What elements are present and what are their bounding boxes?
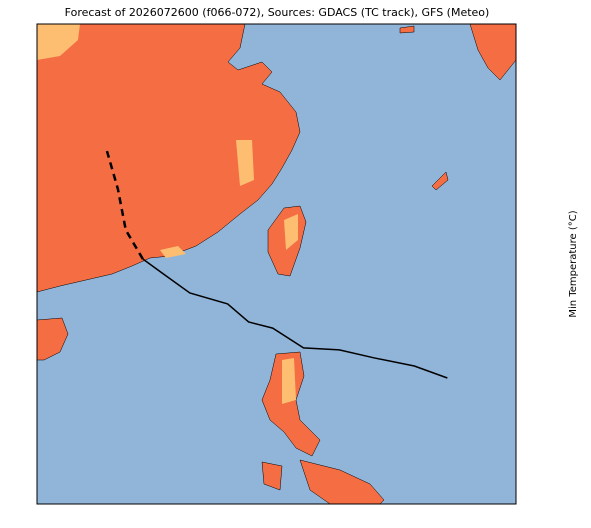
visayas — [299, 459, 385, 504]
luzon — [261, 351, 321, 457]
jeju — [399, 25, 415, 34]
mainland — [37, 24, 301, 293]
past-track — [142, 258, 448, 379]
ryukyu — [431, 171, 449, 191]
warm-patch — [236, 140, 254, 186]
forecast-track — [105, 150, 144, 260]
map-frame — [36, 23, 517, 505]
korea — [469, 24, 516, 81]
warm-patch — [37, 24, 80, 60]
warm-patch — [282, 358, 296, 404]
warm-patch — [160, 246, 186, 258]
map-area — [37, 24, 516, 504]
hainan — [37, 317, 69, 361]
warm-patch — [284, 214, 298, 250]
colorbar-label: Min Temperature (°C) — [568, 210, 579, 317]
mindoro — [261, 461, 283, 491]
map-title: Forecast of 2026072600 (f066-072), Sourc… — [65, 6, 490, 19]
